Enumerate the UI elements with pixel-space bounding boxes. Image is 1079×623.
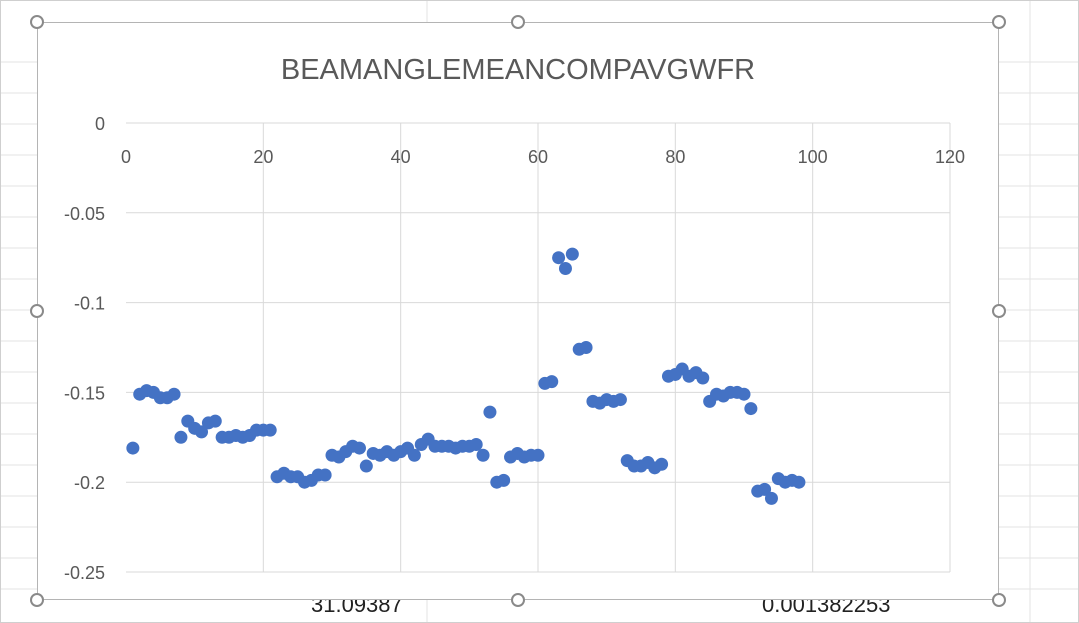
data-point[interactable]	[208, 414, 222, 428]
x-axis-tick-labels: 0 20 40 60 80 100 120	[121, 147, 965, 167]
data-point[interactable]	[469, 437, 483, 451]
data-point[interactable]	[263, 423, 277, 437]
data-point[interactable]	[407, 448, 421, 462]
data-point[interactable]	[352, 441, 366, 455]
data-point[interactable]	[545, 375, 559, 389]
data-point[interactable]	[497, 473, 511, 487]
y-tick-label: -0.25	[64, 563, 105, 583]
y-tick-label: -0.15	[64, 383, 105, 403]
data-points	[126, 247, 806, 505]
data-point[interactable]	[167, 387, 181, 401]
resize-handle-middle-left[interactable]	[30, 304, 44, 318]
data-point[interactable]	[565, 247, 579, 261]
y-tick-label: 0	[95, 114, 105, 134]
resize-handle-middle-right[interactable]	[992, 304, 1006, 318]
y-axis-tick-labels: 0 -0.05 -0.1 -0.15 -0.2 -0.25	[64, 114, 105, 583]
resize-handle-bottom-center[interactable]	[511, 593, 525, 607]
x-tick-label: 40	[391, 147, 411, 167]
x-tick-label: 100	[798, 147, 828, 167]
resize-handle-top-right[interactable]	[992, 15, 1006, 29]
data-point[interactable]	[613, 393, 627, 407]
data-point[interactable]	[764, 491, 778, 505]
data-point[interactable]	[483, 405, 497, 419]
x-tick-label: 0	[121, 147, 131, 167]
y-tick-label: -0.05	[64, 204, 105, 224]
resize-handle-bottom-left[interactable]	[30, 593, 44, 607]
data-point[interactable]	[531, 448, 545, 462]
data-point[interactable]	[476, 448, 490, 462]
scatter-chart: BEAMANGLEMEANCOMPAVGWFR 0 20 40 60 80 100 120 …	[64, 54, 965, 583]
gridlines	[126, 122, 951, 573]
data-point[interactable]	[744, 402, 758, 416]
chart-title[interactable]: BEAMANGLEMEANCOMPAVGWFR	[281, 54, 755, 86]
data-point[interactable]	[579, 341, 593, 354]
data-point[interactable]	[655, 457, 669, 471]
x-tick-label: 20	[253, 147, 273, 167]
data-point[interactable]	[195, 425, 209, 439]
data-point[interactable]	[558, 261, 572, 275]
data-point[interactable]	[318, 468, 332, 482]
chart-area[interactable]: BEAMANGLEMEANCOMPAVGWFR 0 20 40 60 80 100 120 …	[37, 22, 999, 600]
data-point[interactable]	[792, 475, 806, 489]
data-point[interactable]	[758, 482, 772, 496]
data-point[interactable]	[126, 441, 140, 455]
data-point[interactable]	[359, 459, 373, 473]
resize-handle-top-center[interactable]	[511, 15, 525, 29]
y-tick-label: -0.2	[74, 473, 105, 493]
resize-handle-bottom-right[interactable]	[992, 593, 1006, 607]
resize-handle-top-left[interactable]	[30, 15, 44, 29]
data-point[interactable]	[696, 371, 710, 385]
x-tick-label: 80	[665, 147, 685, 167]
x-tick-label: 60	[528, 147, 548, 167]
y-tick-label: -0.1	[74, 294, 105, 314]
data-point[interactable]	[174, 430, 188, 444]
x-tick-label: 120	[935, 147, 965, 167]
data-point[interactable]	[737, 387, 751, 401]
data-point[interactable]	[552, 251, 566, 265]
